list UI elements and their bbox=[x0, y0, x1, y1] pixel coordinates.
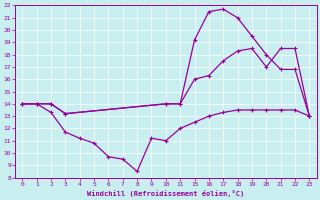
X-axis label: Windchill (Refroidissement éolien,°C): Windchill (Refroidissement éolien,°C) bbox=[87, 190, 244, 197]
